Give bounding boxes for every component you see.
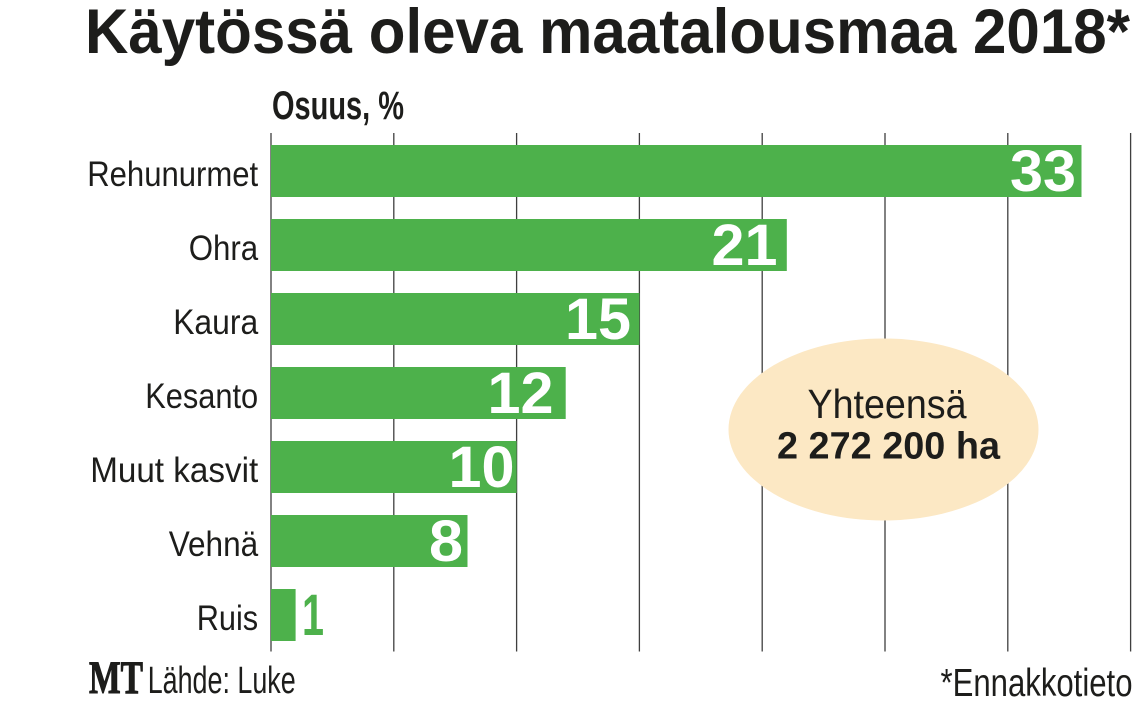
svg-text:8: 8 bbox=[429, 509, 463, 574]
svg-text:Rehunurmet: Rehunurmet bbox=[87, 155, 258, 194]
svg-text:Vehnä: Vehnä bbox=[169, 525, 259, 564]
svg-text:Kaura: Kaura bbox=[173, 303, 258, 342]
svg-text:*Ennakkotieto: *Ennakkotieto bbox=[941, 662, 1133, 702]
svg-text:MT: MT bbox=[89, 653, 143, 702]
svg-text:15: 15 bbox=[565, 287, 631, 352]
svg-text:1: 1 bbox=[302, 583, 324, 648]
svg-text:Osuus, %: Osuus, % bbox=[272, 84, 404, 128]
svg-text:12: 12 bbox=[488, 361, 554, 426]
svg-text:10: 10 bbox=[449, 435, 515, 500]
svg-text:Kesanto: Kesanto bbox=[145, 377, 258, 416]
svg-text:2 272 200 ha: 2 272 200 ha bbox=[777, 426, 1001, 468]
svg-text:Ruis: Ruis bbox=[197, 599, 259, 638]
svg-text:Käytössä oleva maatalousmaa 20: Käytössä oleva maatalousmaa 2018* bbox=[85, 0, 1130, 67]
svg-text:21: 21 bbox=[712, 213, 778, 278]
svg-text:Lähde: Luke: Lähde: Luke bbox=[148, 660, 296, 702]
svg-text:33: 33 bbox=[1010, 139, 1076, 204]
svg-text:Ohra: Ohra bbox=[189, 229, 259, 268]
svg-text:Muut kasvit: Muut kasvit bbox=[90, 451, 258, 490]
svg-text:Yhteensä: Yhteensä bbox=[808, 381, 967, 427]
